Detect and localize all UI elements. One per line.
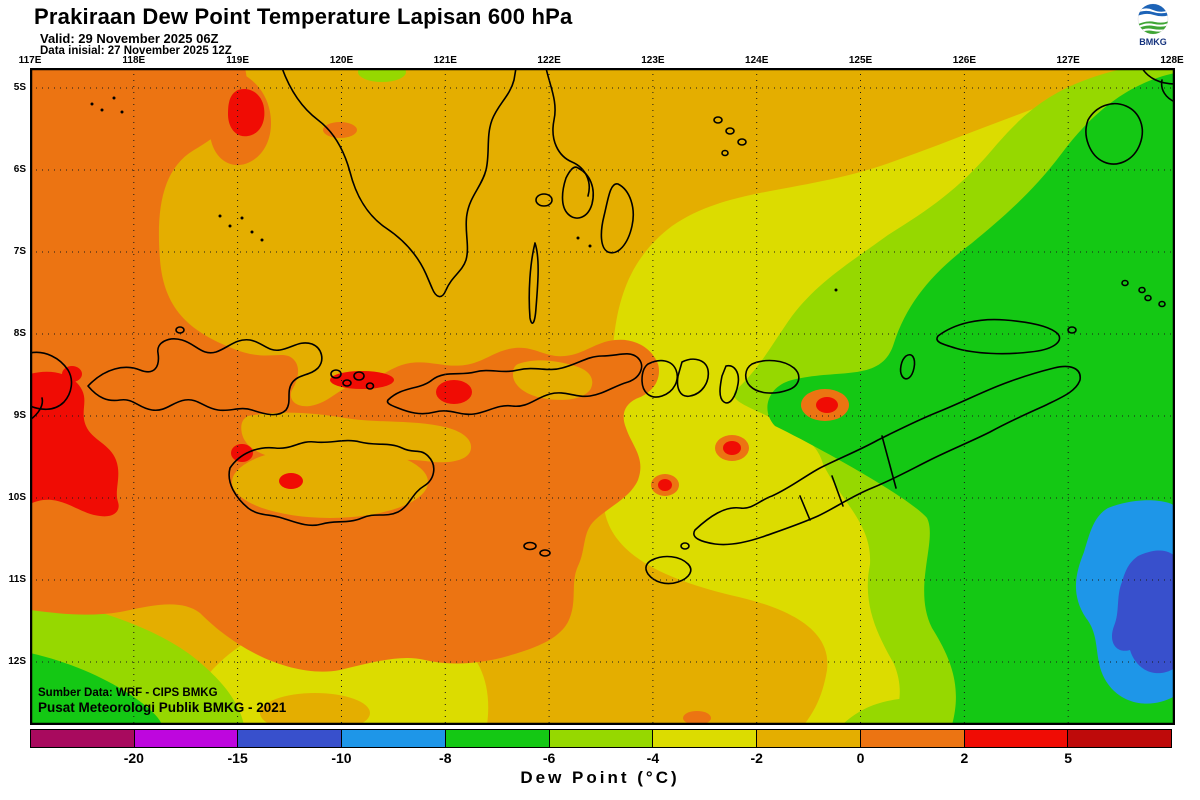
colorbar-tick-2: 2 xyxy=(960,750,969,766)
field-red-sumba-s xyxy=(279,473,303,489)
colorbar-tick--8: -8 xyxy=(439,750,452,766)
colorbar-segment-7 xyxy=(756,730,860,747)
lon-label-123E: 123E xyxy=(641,55,665,66)
field-red-west-big xyxy=(30,371,119,517)
lat-label-12S: 12S xyxy=(8,656,26,667)
colorbar-segment-4 xyxy=(444,730,549,747)
contour-map xyxy=(30,68,1175,725)
field-red-timor1 xyxy=(723,441,741,455)
field-red-alor xyxy=(816,397,838,413)
graticule xyxy=(30,68,1175,725)
lat-label-7S: 7S xyxy=(13,246,26,257)
lon-label-119E: 119E xyxy=(226,55,250,66)
field-red-flores xyxy=(436,380,472,404)
field-green-corner xyxy=(30,653,162,725)
lon-label-128E: 128E xyxy=(1160,55,1184,66)
colorbar-tick--20: -20 xyxy=(123,750,144,766)
field-green-right xyxy=(767,73,1175,725)
lon-label-118E: 118E xyxy=(122,55,146,66)
colorbar-segment-10 xyxy=(1067,730,1172,747)
field-orange-spot-bottom xyxy=(683,711,711,725)
field-amber-blob-bottom xyxy=(260,693,370,725)
lon-label-122E: 122E xyxy=(537,55,561,66)
lat-label-10S: 10S xyxy=(8,492,26,503)
lat-label-8S: 8S xyxy=(13,328,26,339)
colorbar-tick-5: 5 xyxy=(1064,750,1073,766)
colorbar-segment-0 xyxy=(31,730,134,747)
colorbar-segment-2 xyxy=(237,730,342,747)
init-time-label: Data inisial: 27 November 2025 12Z xyxy=(40,45,232,57)
map-frame xyxy=(30,68,1175,725)
lon-label-120E: 120E xyxy=(329,55,354,66)
data-source-credit: Sumber Data: WRF - CIPS BMKG xyxy=(38,687,218,699)
field-ygreen-top-spot xyxy=(358,68,406,82)
field-red-sumba-w xyxy=(231,444,253,462)
colorbar-segment-1 xyxy=(133,730,238,747)
field-red-top-spot xyxy=(228,88,265,137)
field-orange-mega xyxy=(30,68,660,672)
field-red-timor2 xyxy=(658,479,672,491)
colorbar-tick--6: -6 xyxy=(542,750,556,766)
colorbar xyxy=(30,729,1172,748)
bmkg-logo: BMKG xyxy=(1128,2,1178,47)
lon-label-117E: 117E xyxy=(18,55,42,66)
colorbar-tick--2: -2 xyxy=(750,750,763,766)
bmkg-logo-icon xyxy=(1137,3,1169,35)
colorbar-tick-0: 0 xyxy=(856,750,865,766)
colorbar-tick--15: -15 xyxy=(227,750,248,766)
dewpoint-contour-field xyxy=(30,68,1175,725)
lon-label-124E: 124E xyxy=(745,55,769,66)
coastlines xyxy=(30,68,1175,585)
page-title: Prakiraan Dew Point Temperature Lapisan … xyxy=(34,4,573,29)
colorbar-segment-9 xyxy=(963,730,1068,747)
lat-label-11S: 11S xyxy=(8,574,26,585)
lon-label-127E: 127E xyxy=(1056,55,1080,66)
colorbar-segment-5 xyxy=(548,730,653,747)
field-royalblue-core xyxy=(1111,550,1175,674)
lon-label-126E: 126E xyxy=(952,55,977,66)
colorbar-segment-8 xyxy=(859,730,964,747)
bmkg-logo-label: BMKG xyxy=(1139,37,1167,47)
lat-label-6S: 6S xyxy=(13,164,26,175)
field-amber-pocket-sumba xyxy=(232,446,428,518)
lon-label-125E: 125E xyxy=(848,55,873,66)
colorbar-title: Dew Point (°C) xyxy=(520,768,680,787)
field-red-lombok-strait xyxy=(62,366,82,382)
colorbar-segment-6 xyxy=(652,730,757,747)
field-amber-pocket-flores xyxy=(513,360,593,400)
lat-label-9S: 9S xyxy=(13,410,26,421)
colorbar-tick--10: -10 xyxy=(331,750,352,766)
lon-label-121E: 121E xyxy=(433,55,457,66)
valid-time-label: Valid: 29 November 2025 06Z xyxy=(40,31,219,46)
colorbar-segment-3 xyxy=(341,730,445,747)
colorbar-tick--4: -4 xyxy=(646,750,660,766)
lat-label-5S: 5S xyxy=(13,82,26,93)
publisher-credit: Pusat Meteorologi Publik BMKG - 2021 xyxy=(38,700,287,715)
